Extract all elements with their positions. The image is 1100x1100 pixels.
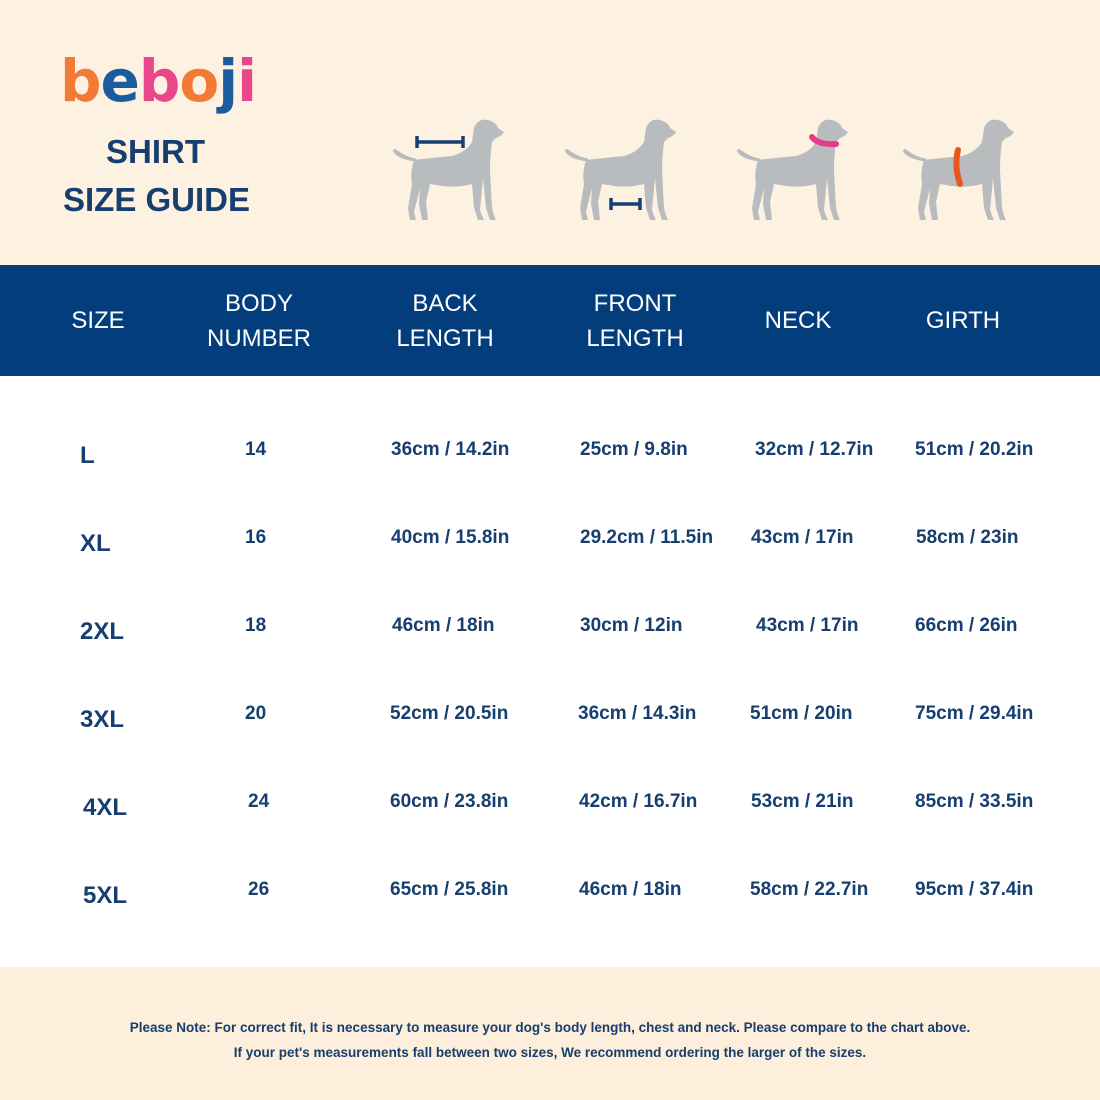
table-header: SIZE BODY NUMBER BACK LENGTH FRONT LENGT… <box>0 265 1100 376</box>
cell-body-number: 26 <box>248 879 270 900</box>
table-row: L 14 36cm / 14.2in 25cm / 9.8in 32cm / 1… <box>0 438 1100 478</box>
column-header-size: SIZE <box>71 307 125 334</box>
cell-neck: 32cm / 12.7in <box>755 439 874 460</box>
cell-back-length: 46cm / 18in <box>392 615 495 636</box>
girth-dog-icon <box>896 112 1021 232</box>
cell-neck: 53cm / 21in <box>751 791 854 812</box>
cell-girth: 51cm / 20.2in <box>915 439 1034 460</box>
cell-front-length: 25cm / 9.8in <box>580 439 688 460</box>
cell-body-number: 24 <box>248 791 270 812</box>
logo-letter: b <box>138 47 181 115</box>
cell-body-number: 16 <box>245 527 267 548</box>
logo-letter: e <box>100 47 140 115</box>
cell-front-length: 30cm / 12in <box>580 615 683 636</box>
cell-girth: 58cm / 23in <box>916 527 1019 548</box>
footer-note-section: Please Note: For correct fit, It is nece… <box>0 967 1100 1100</box>
cell-front-length: 36cm / 14.3in <box>578 703 697 724</box>
cell-body-number: 18 <box>245 615 267 636</box>
cell-neck: 51cm / 20in <box>750 703 853 724</box>
footer-note-line1: Please Note: For correct fit, It is nece… <box>129 1020 971 1035</box>
table-row: 4XL 24 60cm / 23.8in 42cm / 16.7in 53cm … <box>0 790 1100 830</box>
logo-letter: b <box>60 47 102 115</box>
cell-size: L <box>80 442 95 469</box>
cell-neck: 43cm / 17in <box>756 615 859 636</box>
footer-note-line2: If your pet's measurements fall between … <box>233 1045 867 1060</box>
size-table-body: L 14 36cm / 14.2in 25cm / 9.8in 32cm / 1… <box>0 376 1100 967</box>
logo-letter: i <box>237 47 257 115</box>
neck-dog-icon <box>730 112 855 232</box>
cell-girth: 75cm / 29.4in <box>915 703 1034 724</box>
cell-girth: 66cm / 26in <box>915 615 1018 636</box>
column-header-front-length: FRONT LENGTH <box>586 289 684 352</box>
cell-neck: 43cm / 17in <box>751 527 854 548</box>
cell-size: XL <box>80 530 111 557</box>
logo-letter: j <box>218 47 238 115</box>
page-title-line2: SIZE GUIDE <box>63 181 251 218</box>
column-header-girth: GIRTH <box>925 307 1001 334</box>
page-title-line1: SHIRT <box>106 133 205 170</box>
table-row: 2XL 18 46cm / 18in 30cm / 12in 43cm / 17… <box>0 614 1100 654</box>
cell-size: 4XL <box>83 794 128 821</box>
cell-front-length: 42cm / 16.7in <box>579 791 698 812</box>
cell-girth: 95cm / 37.4in <box>915 879 1034 900</box>
cell-front-length: 29.2cm / 11.5in <box>580 527 714 548</box>
front-length-dog-icon <box>558 112 683 232</box>
column-header-back-length: BACK LENGTH <box>396 289 494 352</box>
cell-girth: 85cm / 33.5in <box>915 791 1034 812</box>
table-row: 3XL 20 52cm / 20.5in 36cm / 14.3in 51cm … <box>0 702 1100 742</box>
table-row: XL 16 40cm / 15.8in 29.2cm / 11.5in 43cm… <box>0 526 1100 566</box>
cell-back-length: 52cm / 20.5in <box>390 703 509 724</box>
cell-back-length: 65cm / 25.8in <box>390 879 509 900</box>
cell-back-length: 40cm / 15.8in <box>391 527 510 548</box>
cell-back-length: 60cm / 23.8in <box>390 791 509 812</box>
column-header-neck: NECK <box>764 307 832 334</box>
cell-body-number: 14 <box>245 439 267 460</box>
header-section: beboji SHIRT SIZE GUIDE <box>0 0 1100 265</box>
cell-size: 3XL <box>80 706 125 733</box>
cell-front-length: 46cm / 18in <box>579 879 682 900</box>
cell-neck: 58cm / 22.7in <box>750 879 869 900</box>
cell-size: 5XL <box>83 882 128 909</box>
cell-size: 2XL <box>80 618 125 645</box>
cell-back-length: 36cm / 14.2in <box>391 439 510 460</box>
back-length-dog-icon <box>386 112 511 232</box>
logo-letter: o <box>179 47 219 115</box>
table-row: 5XL 26 65cm / 25.8in 46cm / 18in 58cm / … <box>0 878 1100 918</box>
beboji-logo: beboji <box>60 47 257 115</box>
cell-body-number: 20 <box>245 703 267 724</box>
column-header-body-number: BODY NUMBER <box>206 289 311 352</box>
